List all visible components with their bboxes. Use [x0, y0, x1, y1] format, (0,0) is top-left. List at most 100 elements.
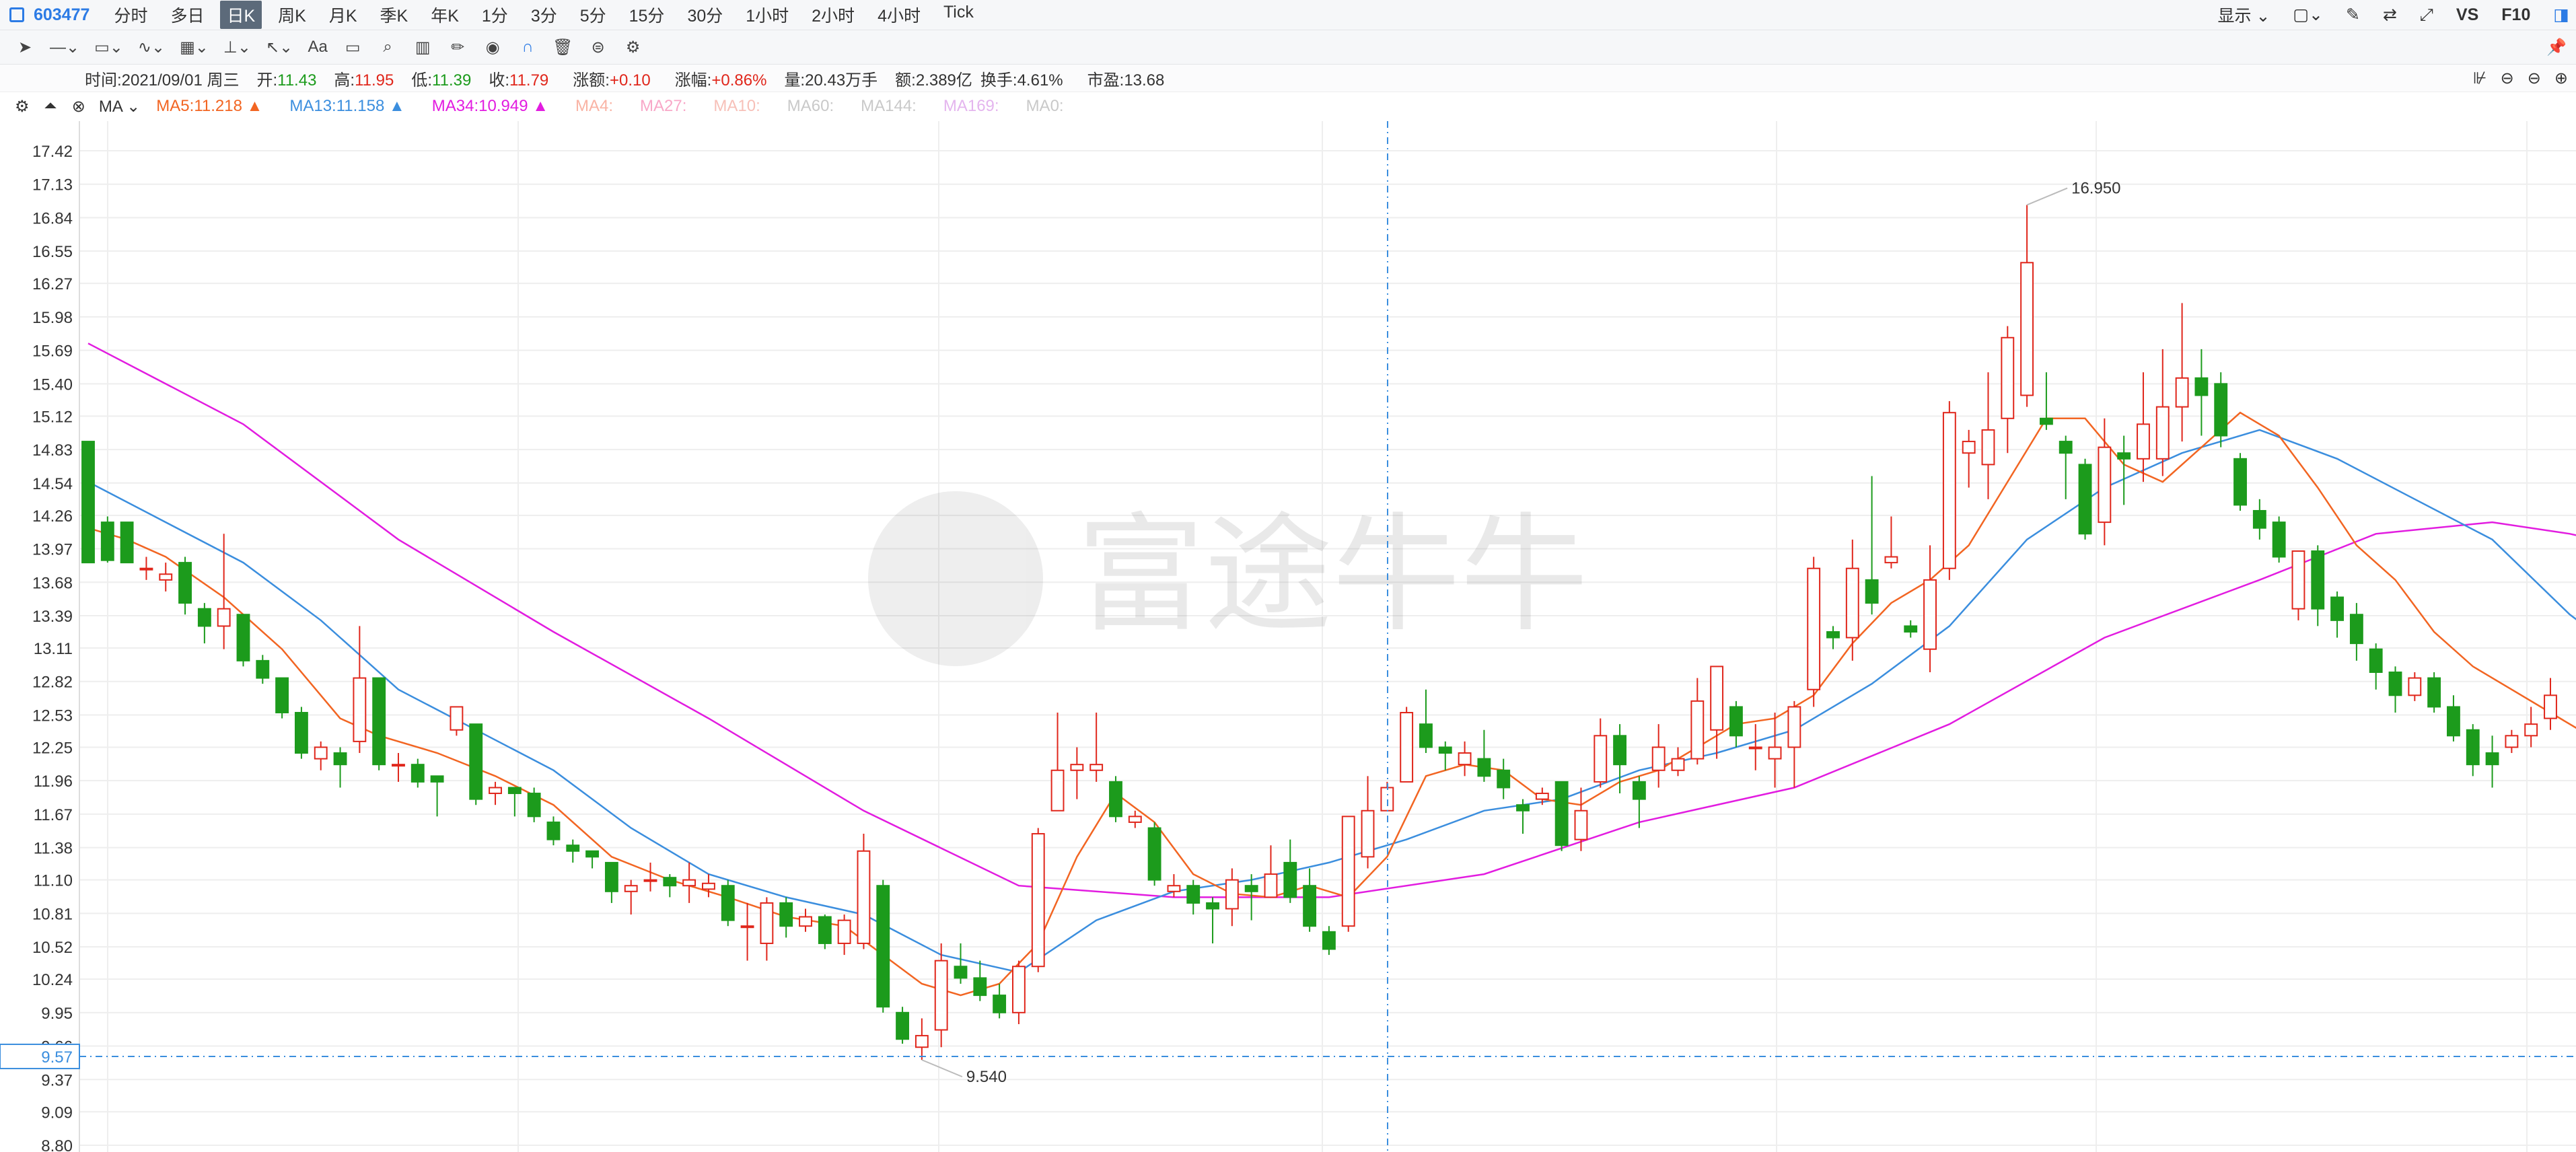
tab-period-0[interactable]: 分时 — [114, 7, 148, 26]
tab-period-4[interactable]: 月K — [328, 7, 357, 26]
candle-body — [1109, 781, 1122, 818]
candle-body — [1962, 441, 1976, 454]
candle-body — [1671, 758, 1685, 771]
ma-indicator-select[interactable]: MA ⌄ — [98, 97, 141, 116]
ma-legend-item-1[interactable]: MA13:11.158 ▲ — [289, 97, 405, 115]
rect-tool-icon[interactable]: ▭⌄ — [94, 38, 123, 57]
comment-icon[interactable]: ▭ — [345, 38, 361, 57]
candle-body — [1710, 665, 1724, 731]
fullscreen-icon[interactable]: ⤢ — [2419, 5, 2433, 24]
amount-label: 额: — [895, 71, 916, 89]
tab-period-12[interactable]: 1小时 — [746, 7, 789, 26]
annotation-leader — [2026, 187, 2068, 206]
tab-period-9[interactable]: 5分 — [579, 7, 606, 26]
arrow-tool-icon[interactable]: ↖⌄ — [265, 38, 293, 57]
tab-period-3[interactable]: 周K — [278, 7, 306, 26]
info-time: 时间:2021/09/01 周三 — [85, 67, 239, 90]
minus-icon[interactable]: ⊖ — [2527, 69, 2541, 87]
volume-value: 20.43万手 — [805, 71, 878, 89]
stock-code[interactable]: 603477 — [9, 5, 90, 25]
ma-legend-item-5[interactable]: MA10: — [713, 97, 760, 115]
candle-body — [120, 521, 134, 564]
panel-toggle-icon[interactable]: ◨ — [2553, 5, 2569, 24]
chart-icon[interactable]: ▥ — [415, 38, 431, 57]
candle-body — [2505, 735, 2519, 748]
y-tick-label: 12.53 — [32, 707, 73, 725]
tab-period-5[interactable]: 季K — [380, 7, 408, 26]
tab-period-11[interactable]: 30分 — [687, 7, 723, 26]
tab-period-2[interactable]: 日K — [220, 1, 262, 29]
tab-period-14[interactable]: 4小时 — [878, 7, 921, 26]
cursor-icon[interactable]: ➤ — [17, 38, 32, 57]
tab-period-8[interactable]: 3分 — [530, 7, 557, 26]
turnover-label: 换手: — [980, 71, 1017, 89]
ma-legend-item-8[interactable]: MA169: — [943, 97, 999, 115]
candle-body — [566, 844, 580, 852]
y-tick-label: 16.84 — [32, 209, 73, 227]
info-close: 收:11.79 — [489, 67, 548, 90]
search-icon[interactable]: ⌕ — [383, 38, 392, 56]
candle-body — [1632, 781, 1646, 800]
trash-icon[interactable]: 🗑 — [552, 38, 573, 57]
magnet-icon[interactable]: ∩ — [522, 38, 534, 56]
y-tick-label: 17.13 — [32, 176, 73, 194]
line-tool-icon[interactable]: —⌄ — [50, 38, 80, 57]
ma-legend-item-6[interactable]: MA60: — [787, 97, 834, 115]
pen-icon[interactable]: ✎ — [2346, 5, 2360, 24]
wave-tool-icon[interactable]: ∿⌄ — [137, 38, 166, 57]
tab-period-13[interactable]: 2小时 — [812, 7, 855, 26]
candlestick-chart[interactable]: 17.42 17.13 16.84 16.55 16.27 15.98 15.69 15.40… — [0, 121, 2576, 1152]
layout-icon[interactable]: ▢⌄ — [2293, 5, 2323, 24]
text-tool[interactable]: Aa — [308, 38, 328, 56]
vs-button[interactable]: VS — [2456, 5, 2479, 24]
tab-period-10[interactable]: 15分 — [629, 7, 665, 26]
settings-gear-icon[interactable]: ⚙ — [15, 97, 30, 116]
pin-icon[interactable]: 📌 — [2546, 38, 2567, 57]
sidebar-toggle-icon[interactable] — [9, 7, 24, 22]
candle-body — [178, 562, 192, 604]
y-tick-label: 16.55 — [32, 243, 73, 261]
f10-button[interactable]: F10 — [2501, 5, 2531, 24]
candle-body — [450, 706, 464, 731]
tab-period-15[interactable]: Tick — [943, 3, 974, 22]
fib-tool-icon[interactable]: ▦⌄ — [180, 38, 209, 57]
ma-legend-item-4[interactable]: MA27: — [640, 97, 687, 115]
measure-tool-icon[interactable]: ⊥⌄ — [223, 38, 251, 57]
ma-legend-item-3[interactable]: MA4: — [575, 97, 613, 115]
transfer-icon[interactable]: ⇄ — [2382, 5, 2397, 24]
ma-legend-item-0[interactable]: MA5:11.218 ▲ — [156, 97, 263, 115]
candle-body — [1651, 746, 1666, 771]
candle-body — [2330, 596, 2345, 621]
candle-body — [1167, 885, 1181, 892]
ma-legend-item-7[interactable]: MA144: — [861, 97, 917, 115]
info-open: 开:11.43 — [256, 67, 316, 90]
layers-icon[interactable]: ⊜ — [591, 38, 605, 57]
candle-body — [1264, 873, 1278, 898]
candle-body — [392, 764, 405, 767]
ma-legend-item-9[interactable]: MA0: — [1026, 97, 1064, 115]
candle-body — [2524, 723, 2538, 737]
plus-icon[interactable]: ⊕ — [2554, 69, 2568, 87]
gear-icon[interactable]: ⚙ — [625, 38, 641, 57]
pencil-icon[interactable]: ✏ — [451, 38, 465, 57]
candle-body — [139, 567, 153, 571]
time-value: 2021/09/01 周三 — [121, 71, 240, 89]
candle-body — [1594, 735, 1608, 783]
candle-body — [915, 1035, 929, 1048]
tab-period-1[interactable]: 多日 — [170, 7, 205, 26]
ma-legend-item-2[interactable]: MA34:10.949 ▲ — [431, 97, 548, 115]
tab-period-6[interactable]: 年K — [431, 7, 459, 26]
close-circle-icon[interactable]: ⊗ — [71, 97, 85, 116]
eye-icon[interactable]: ◉ — [485, 38, 500, 57]
candle-body — [2485, 752, 2499, 766]
annotation-leader — [921, 1059, 963, 1078]
candle-body — [760, 902, 774, 944]
up-circle-icon[interactable]: ⏶ — [44, 97, 57, 115]
candle-body — [489, 787, 502, 795]
tab-period-7[interactable]: 1分 — [481, 7, 508, 26]
indicator-icon[interactable]: ⊮ — [2472, 69, 2487, 87]
volume-label: 量: — [784, 71, 806, 89]
info-right-icons: ⊮ ⊖ ⊖ ⊕ — [2473, 69, 2568, 88]
collapse-icon[interactable]: ⊖ — [2500, 69, 2514, 87]
display-menu[interactable]: 显示 ⌄ — [2218, 3, 2270, 27]
